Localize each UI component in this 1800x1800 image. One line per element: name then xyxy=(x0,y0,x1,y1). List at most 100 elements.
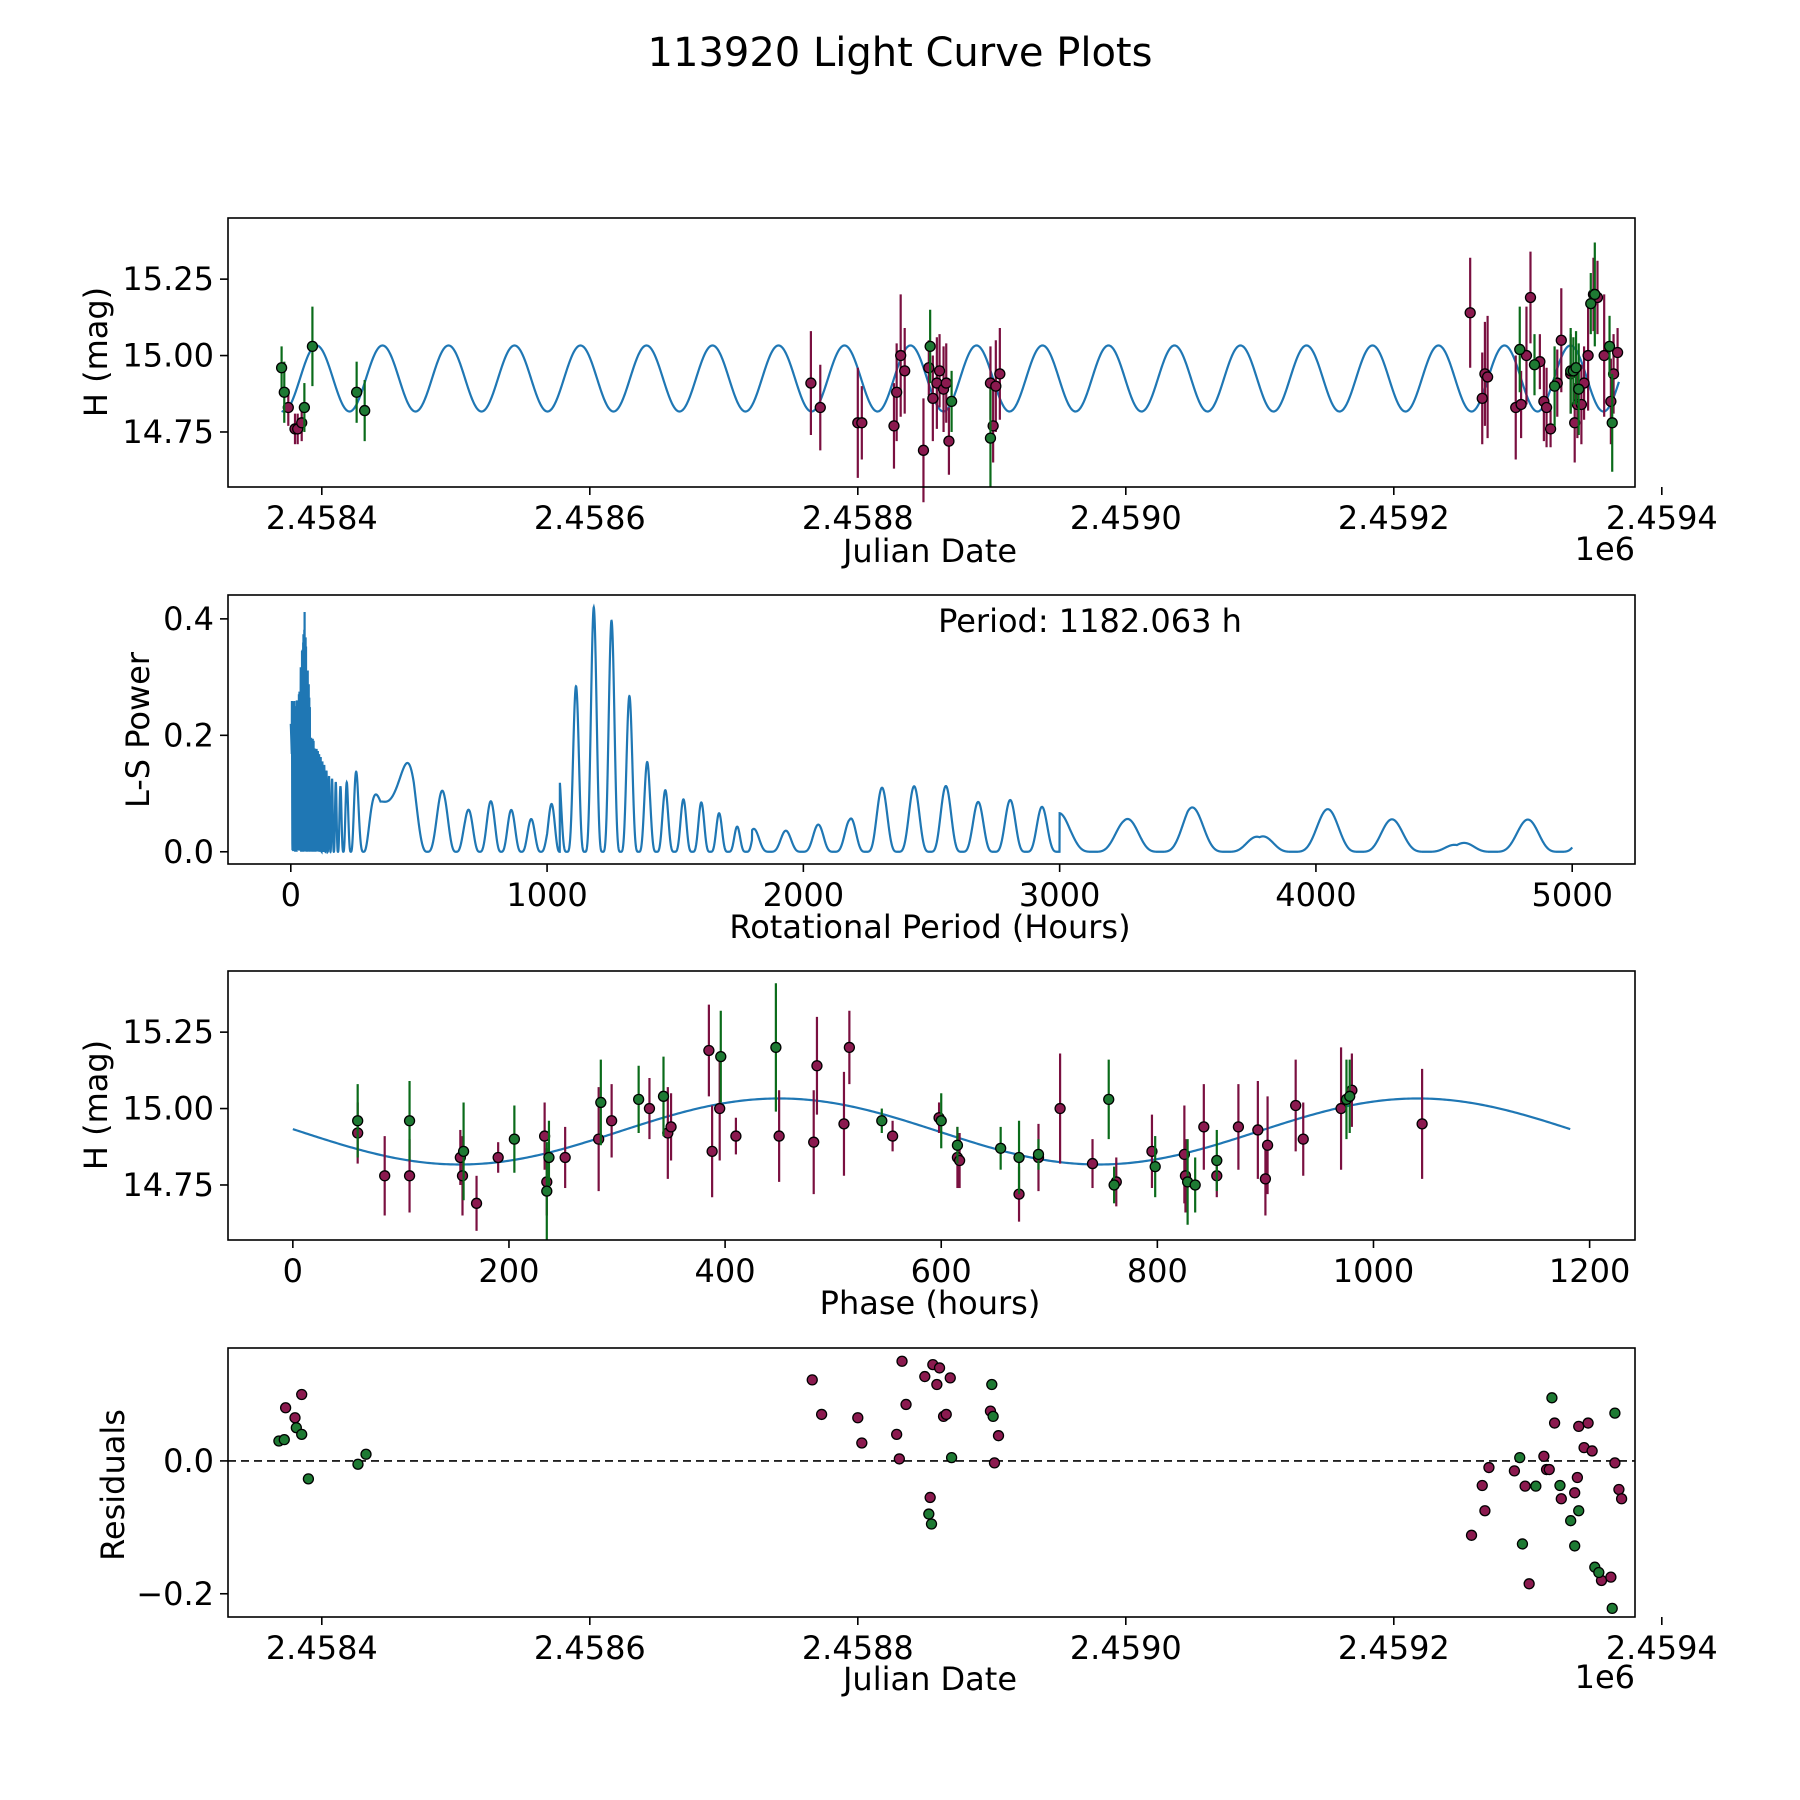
green-series xyxy=(352,983,1356,1240)
data-point xyxy=(995,1142,1007,1154)
data-point xyxy=(543,1151,555,1164)
x-tick-label: 600 xyxy=(911,1252,972,1290)
data-point xyxy=(1554,1479,1566,1492)
data-point xyxy=(360,1448,372,1460)
data-point xyxy=(350,386,363,398)
data-point xyxy=(714,1102,726,1115)
data-point xyxy=(1585,297,1597,310)
data-point xyxy=(940,1408,952,1421)
lightcurve-y-ticks: 14.75 15.00 15.25 xyxy=(122,260,228,451)
data-point xyxy=(1297,1133,1309,1145)
data-point xyxy=(886,1130,899,1142)
x-tick-label: 2.4592 xyxy=(1338,1629,1450,1667)
y-tick-label: 0.0 xyxy=(163,833,214,871)
residuals-x-ticks: 2.4584 2.4586 2.4588 2.4590 2.4592 2.4594 xyxy=(266,1617,1718,1667)
x-tick-label: 0 xyxy=(283,1252,303,1290)
data-point xyxy=(730,1130,742,1142)
data-point xyxy=(1149,1160,1161,1173)
data-point xyxy=(1054,1102,1066,1115)
data-point xyxy=(470,1197,483,1209)
periodogram-axes-frame xyxy=(227,594,1636,865)
residuals-x-offset: 1e6 xyxy=(1575,1658,1635,1696)
data-point xyxy=(891,386,903,398)
data-point xyxy=(770,1041,782,1054)
residuals-plot-area xyxy=(273,1355,1628,1615)
x-tick-label: 2.4594 xyxy=(1606,499,1718,537)
data-point xyxy=(457,1145,470,1158)
data-point xyxy=(1344,1090,1356,1102)
lightcurve-x-ticks: 2.4584 2.4586 2.4588 2.4590 2.4592 2.4594 xyxy=(266,487,1718,537)
data-point xyxy=(352,1115,364,1127)
data-point xyxy=(808,1136,820,1148)
data-point xyxy=(838,1118,850,1130)
data-point xyxy=(1198,1121,1210,1133)
lightcurve-plot-area xyxy=(275,242,1624,503)
data-point xyxy=(1589,288,1601,301)
data-point xyxy=(1290,1099,1302,1112)
data-point xyxy=(1514,343,1526,356)
data-point xyxy=(1465,1529,1478,1541)
data-point xyxy=(1261,1139,1274,1151)
data-point xyxy=(1416,1118,1428,1130)
data-point xyxy=(1481,371,1494,383)
data-point xyxy=(990,380,1002,392)
period-annotation: Period: 1182.063 h xyxy=(938,602,1242,640)
periodogram-y-ticks: 0.0 0.2 0.4 xyxy=(163,600,228,871)
data-point xyxy=(919,1370,931,1383)
data-point xyxy=(900,1398,912,1411)
data-point xyxy=(1086,1157,1099,1170)
data-point xyxy=(1514,1451,1526,1464)
data-point xyxy=(1211,1154,1223,1167)
y-tick-label: 0.4 xyxy=(163,600,214,638)
data-point xyxy=(891,1428,903,1440)
data-point xyxy=(1606,1602,1618,1615)
data-point xyxy=(1479,1505,1491,1517)
data-point xyxy=(706,1145,718,1158)
magenta-series xyxy=(279,1355,1628,1590)
data-point xyxy=(1569,1540,1581,1552)
data-point xyxy=(940,377,952,389)
data-point xyxy=(1528,359,1541,371)
data-point xyxy=(1555,334,1567,346)
data-point xyxy=(852,1412,864,1424)
periodogram-x-label: Rotational Period (Hours) xyxy=(729,908,1130,946)
figure-title: 113920 Light Curve Plots xyxy=(648,30,1153,76)
data-point xyxy=(924,1491,936,1504)
x-tick-label: 2.4590 xyxy=(1070,1629,1182,1667)
data-point xyxy=(595,1096,607,1109)
data-point xyxy=(715,1050,727,1063)
data-point xyxy=(1189,1179,1201,1191)
x-tick-label: 2.4588 xyxy=(802,1629,914,1667)
data-point xyxy=(403,1170,416,1182)
data-point xyxy=(1548,1417,1561,1429)
data-point xyxy=(278,386,290,398)
data-point xyxy=(275,362,288,374)
data-point xyxy=(289,1412,301,1424)
data-point xyxy=(943,435,955,447)
data-point xyxy=(643,1102,656,1115)
data-point xyxy=(1540,401,1553,414)
panel-periodogram: 0 1000 2000 3000 4000 5000 0.0 0.2 0.4 Period: … xyxy=(119,594,1636,946)
data-point xyxy=(298,401,311,414)
data-point xyxy=(923,1508,935,1520)
data-point xyxy=(1582,1417,1594,1429)
x-tick-label: 5000 xyxy=(1531,876,1612,914)
panel-lightcurve: 2.4584 2.4586 2.4588 2.4590 2.4592 2.4594 14.… xyxy=(77,217,1718,570)
data-point xyxy=(403,1115,416,1127)
data-point xyxy=(1598,349,1610,362)
periodogram-y-label: L-S Power xyxy=(119,651,157,808)
data-point xyxy=(1565,1515,1577,1527)
data-point xyxy=(1611,346,1624,359)
residuals-y-ticks: −0.2 0.0 xyxy=(136,1442,228,1613)
data-point xyxy=(815,1408,828,1421)
data-point xyxy=(1508,1465,1521,1477)
data-point xyxy=(773,1130,785,1142)
magenta-series xyxy=(282,251,1624,503)
data-point xyxy=(994,368,1006,380)
data-point xyxy=(1259,1173,1272,1185)
phased-axes-frame xyxy=(227,970,1636,1241)
x-tick-label: 1000 xyxy=(506,876,587,914)
data-point xyxy=(296,1388,308,1401)
data-point xyxy=(811,1060,823,1072)
data-point xyxy=(1476,1479,1488,1492)
